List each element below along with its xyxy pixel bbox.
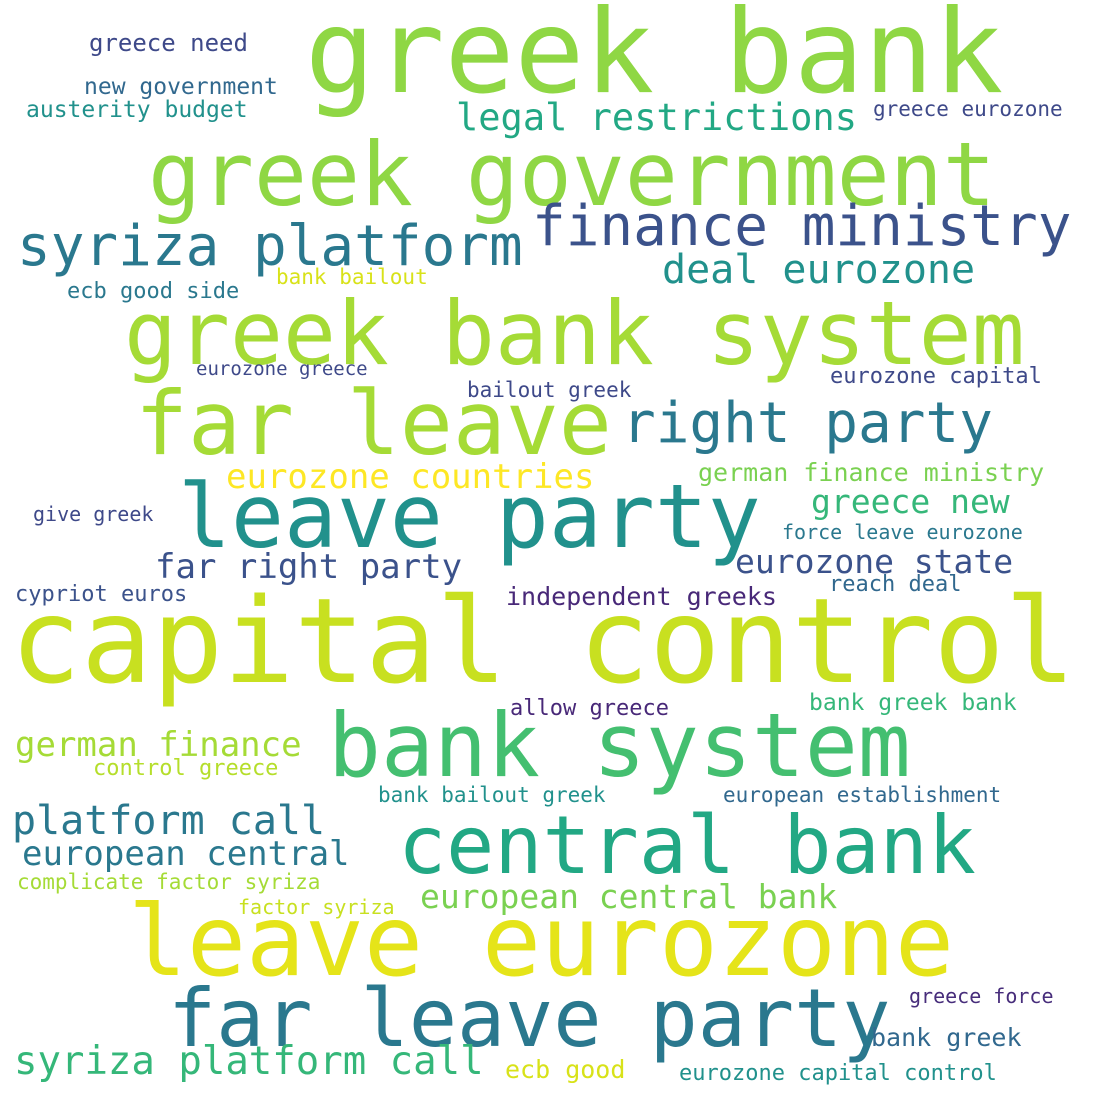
word: european central bank xyxy=(420,877,838,916)
word: give greek xyxy=(33,502,154,526)
word: bank bailout greek xyxy=(378,783,606,807)
word: austerity budget xyxy=(26,97,248,123)
word: independent greeks xyxy=(506,582,777,611)
word: far leave party xyxy=(168,972,891,1065)
word: eurozone capital xyxy=(830,364,1042,389)
word: bank bailout xyxy=(276,265,428,289)
word: eurozone greece xyxy=(196,358,368,380)
word: greek government xyxy=(148,123,996,226)
word: german finance xyxy=(15,725,302,765)
word: capital control xyxy=(10,572,1076,710)
word: eurozone capital control xyxy=(679,1061,997,1086)
word: platform call xyxy=(12,798,326,844)
word: central bank xyxy=(398,799,976,892)
word: eurozone state xyxy=(735,542,1014,581)
word: european central xyxy=(22,834,350,874)
word: greece new xyxy=(811,482,1010,521)
word: cypriot euros xyxy=(15,582,188,607)
word: leave party xyxy=(178,465,761,568)
word: greece force xyxy=(909,984,1054,1008)
word: bank greek xyxy=(871,1023,1022,1052)
word: greek bank xyxy=(305,0,1004,120)
word: syriza platform xyxy=(17,214,523,279)
word: right party xyxy=(622,391,993,456)
word: far right party xyxy=(155,547,463,587)
word: legal restrictions xyxy=(456,96,857,139)
word: european establishment xyxy=(723,783,1002,807)
word: bank system xyxy=(328,694,911,797)
word: complicate factor syriza xyxy=(17,870,321,894)
word: eurozone countries xyxy=(226,457,595,497)
word: bank greek bank xyxy=(809,690,1017,716)
word: greece eurozone xyxy=(873,97,1063,121)
word: allow greece xyxy=(510,696,669,721)
word: control greece xyxy=(93,756,279,781)
word: finance ministry xyxy=(532,194,1072,259)
word: leave eurozone xyxy=(128,885,955,999)
word: syriza platform call xyxy=(14,1039,484,1084)
word: deal eurozone xyxy=(662,247,976,293)
word: greek bank system xyxy=(124,282,1025,385)
word: german finance ministry xyxy=(698,458,1045,487)
word: far leave xyxy=(135,372,612,475)
word: factor syriza xyxy=(238,895,395,919)
word: force leave eurozone xyxy=(782,520,1023,544)
word: ecb good side xyxy=(67,279,240,304)
word: ecb good xyxy=(505,1055,626,1084)
word: greece need xyxy=(89,29,248,57)
word: bailout greek xyxy=(467,378,632,402)
word: reach deal xyxy=(829,572,962,597)
word: new government xyxy=(84,74,278,100)
